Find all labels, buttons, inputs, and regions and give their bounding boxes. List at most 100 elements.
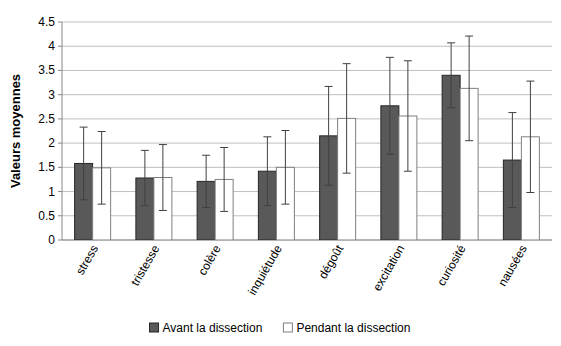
tick-label: 2.5 <box>38 112 55 126</box>
error-cap <box>263 136 271 137</box>
tick-label: 0 <box>48 233 55 247</box>
error-cap <box>447 42 455 43</box>
grid-line <box>62 46 552 47</box>
tick-mark <box>58 240 62 241</box>
y-axis-title: Valeurs moyennes <box>8 74 23 188</box>
bars <box>75 36 540 240</box>
error-cap <box>325 185 333 186</box>
tick-label: 1.5 <box>38 160 55 174</box>
error-cap <box>343 63 351 64</box>
tick-mark <box>58 191 62 192</box>
error-cap <box>386 57 394 58</box>
legend: Avant la dissection Pendant la dissection <box>150 321 411 335</box>
error-bar <box>141 150 149 205</box>
error-bar <box>202 155 210 207</box>
error-bar <box>404 61 412 171</box>
tick-mark <box>58 118 62 119</box>
error-bar <box>80 127 88 200</box>
error-bar <box>98 131 106 204</box>
error-bar <box>281 131 289 205</box>
category-label: curiosité <box>434 242 469 288</box>
chart: 0 0.5 1 1.5 2 2.5 3 3.5 4 4.5 Valeurs moyennes stre… <box>0 0 561 346</box>
tick-label: 2 <box>48 136 55 150</box>
grid-line <box>62 22 552 23</box>
error-cap <box>465 36 473 37</box>
tick-mark <box>58 70 62 71</box>
tick-mark <box>58 94 62 95</box>
category-label: nausées <box>495 243 530 289</box>
category-label: tristesse <box>128 242 163 288</box>
error-line <box>451 43 452 108</box>
error-cap <box>141 150 149 151</box>
tick-mark <box>58 215 62 216</box>
tick-label: 4.5 <box>38 15 55 29</box>
error-line <box>328 86 329 185</box>
error-line <box>144 150 145 205</box>
error-cap <box>465 140 473 141</box>
error-cap <box>80 199 88 200</box>
error-cap <box>281 130 289 131</box>
error-line <box>285 131 286 205</box>
legend-label: Avant la dissection <box>163 321 263 335</box>
category-label: colère <box>195 242 224 278</box>
error-cap <box>159 210 167 211</box>
legend-label: Pendant la dissection <box>296 321 410 335</box>
category-label: inquiétude <box>245 242 285 297</box>
error-line <box>224 147 225 211</box>
error-cap <box>80 127 88 128</box>
error-bar <box>526 81 534 192</box>
tick-label: 4 <box>48 39 55 53</box>
error-line <box>530 81 531 192</box>
error-cap <box>98 131 106 132</box>
error-bar <box>386 57 394 154</box>
error-bar <box>343 64 351 173</box>
error-cap <box>325 86 333 87</box>
error-line <box>101 131 102 204</box>
error-bar <box>325 86 333 185</box>
error-cap <box>508 207 516 208</box>
y-axis <box>62 22 63 240</box>
error-line <box>512 113 513 208</box>
error-cap <box>202 207 210 208</box>
error-cap <box>263 205 271 206</box>
error-line <box>389 57 390 154</box>
error-cap <box>98 204 106 205</box>
error-bar <box>465 36 473 141</box>
error-bar <box>159 145 167 211</box>
error-cap <box>202 155 210 156</box>
tick-label: 0.5 <box>38 209 55 223</box>
error-cap <box>526 81 534 82</box>
error-line <box>407 61 408 171</box>
tick-label: 3 <box>48 88 55 102</box>
error-bar <box>508 113 516 208</box>
category-label: dégoût <box>316 242 347 281</box>
legend-swatch <box>150 323 159 332</box>
error-bar <box>263 137 271 206</box>
error-cap <box>281 204 289 205</box>
tick-mark <box>58 22 62 23</box>
tick-mark <box>58 167 62 168</box>
error-cap <box>404 60 412 61</box>
error-bar <box>220 147 228 211</box>
tick-mark <box>58 46 62 47</box>
error-bar <box>447 43 455 108</box>
tick-mark <box>58 143 62 144</box>
error-line <box>206 155 207 207</box>
error-cap <box>508 112 516 113</box>
tick-label: 3.5 <box>38 63 55 77</box>
error-line <box>469 36 470 141</box>
error-cap <box>220 211 228 212</box>
error-line <box>83 127 84 200</box>
error-cap <box>220 147 228 148</box>
category-label: excitation <box>370 243 407 294</box>
error-cap <box>141 205 149 206</box>
error-cap <box>526 192 534 193</box>
error-line <box>267 137 268 206</box>
error-cap <box>404 171 412 172</box>
error-line <box>346 64 347 173</box>
error-cap <box>386 154 394 155</box>
tick-label: 1 <box>48 185 55 199</box>
error-cap <box>159 144 167 145</box>
category-label: stress <box>73 243 101 278</box>
error-line <box>162 145 163 211</box>
